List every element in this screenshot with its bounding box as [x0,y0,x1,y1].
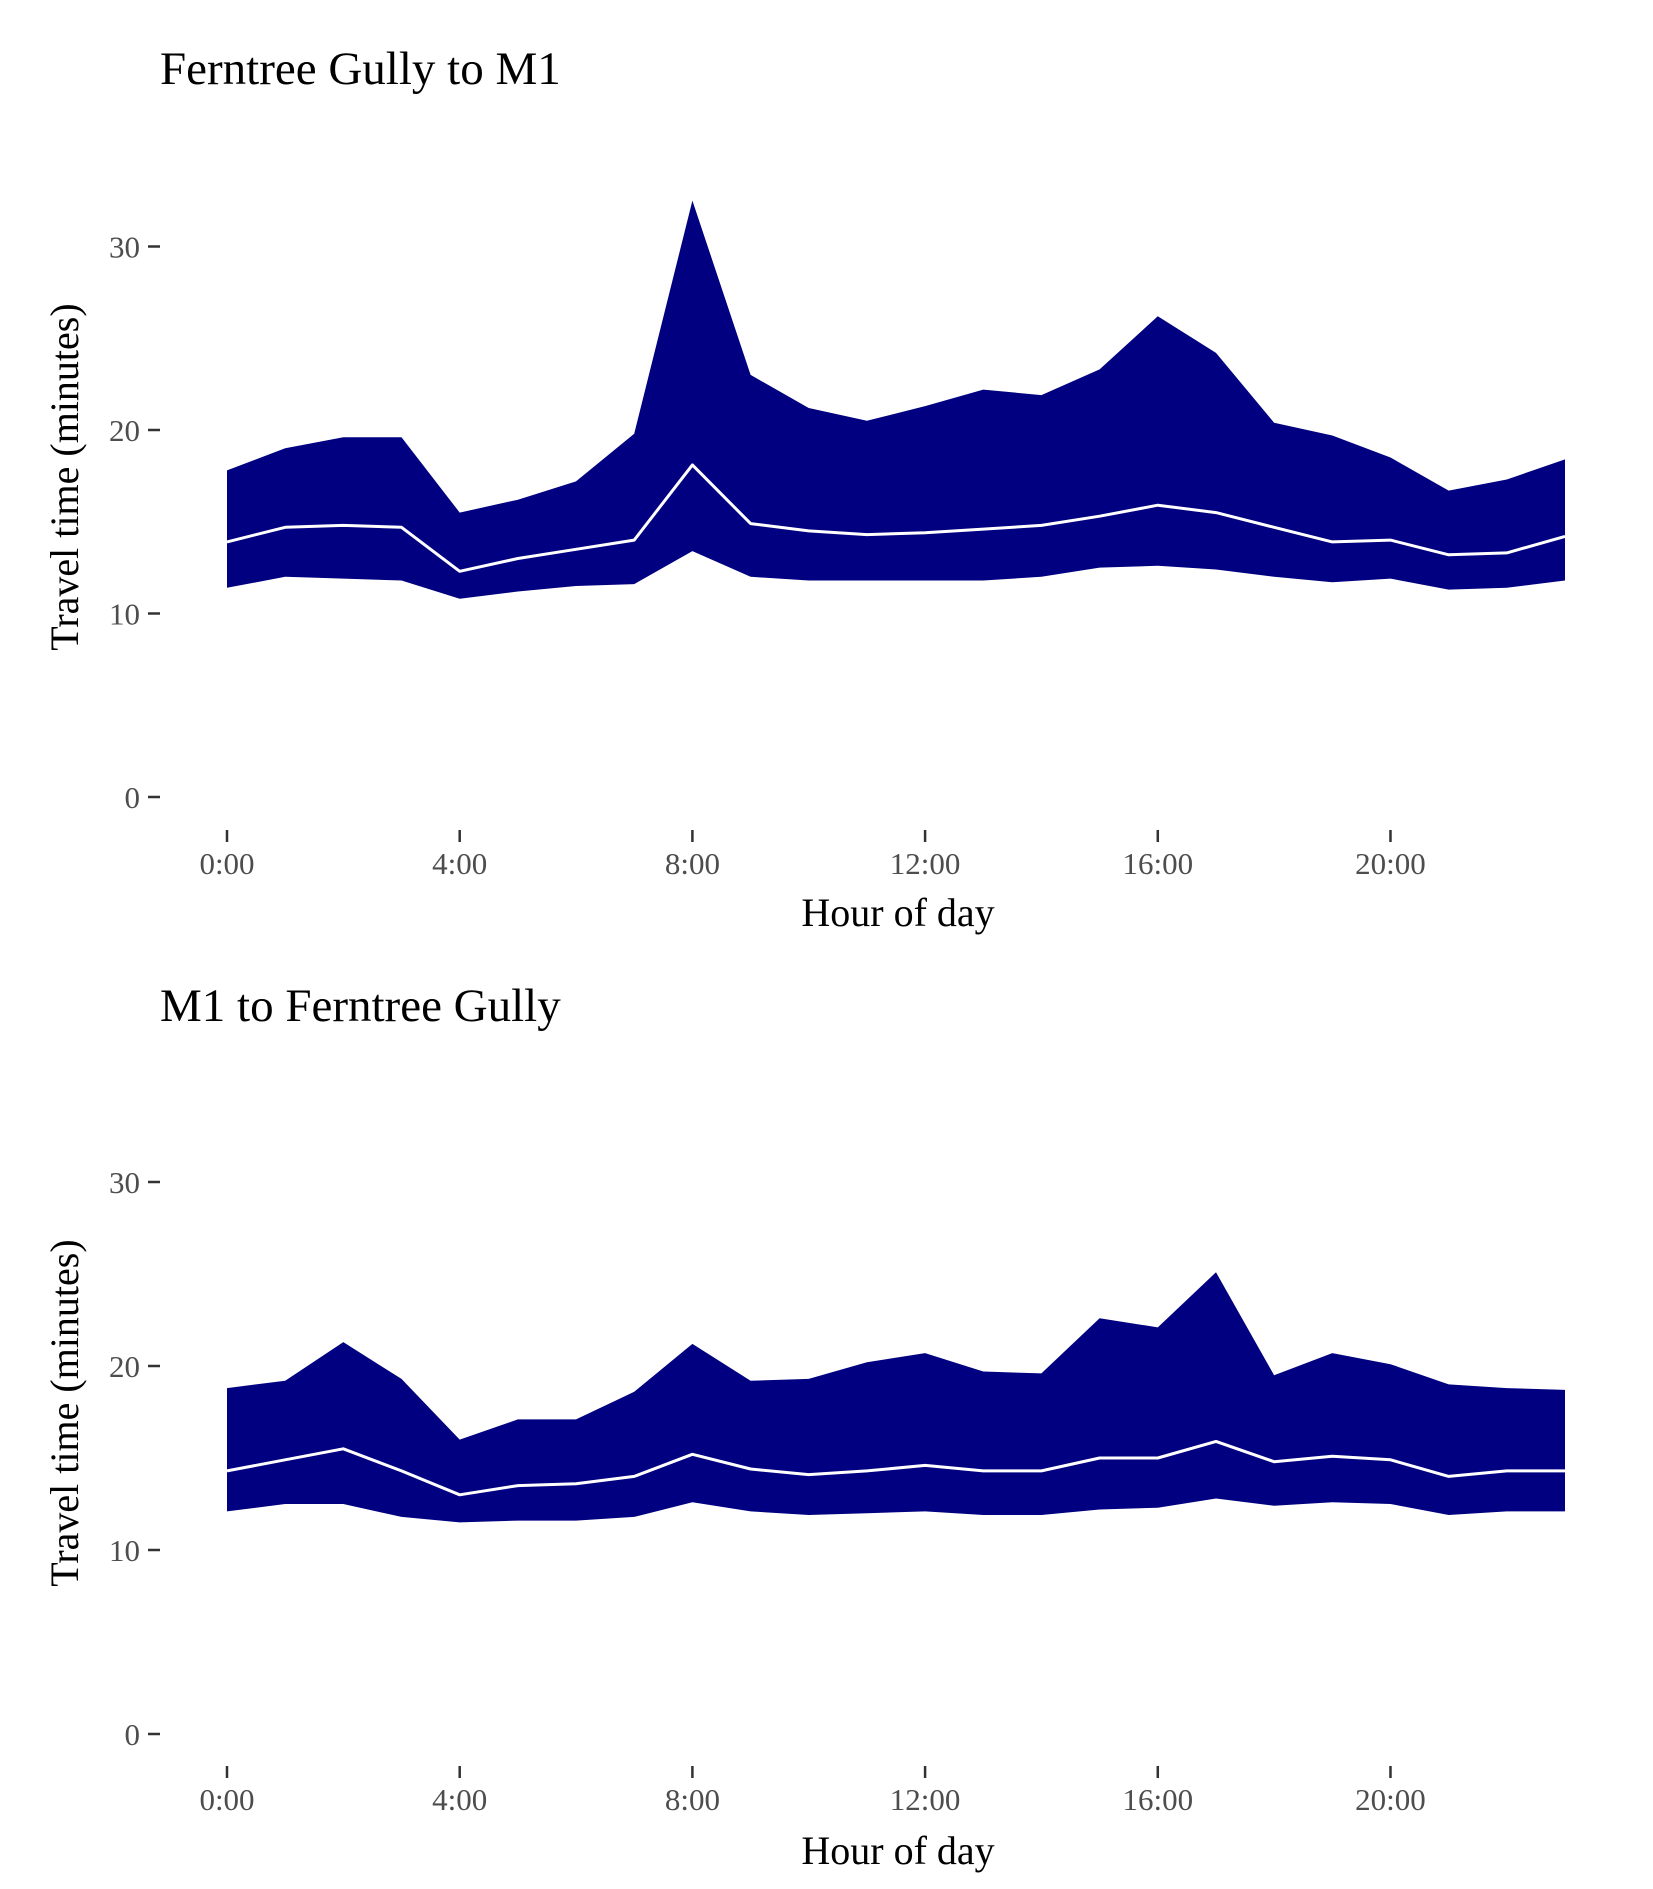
panel-top-title: Ferntree Gully to M1 [160,43,561,95]
y-tick-label: 10 [109,597,140,632]
panel-bottom-plot [226,1272,1565,1523]
x-tick-label: 8:00 [665,846,720,881]
panel-bottom-y-axis: 0 10 20 30 [109,1165,160,1752]
panel-top-y-axis: 0 10 20 30 [109,230,160,815]
panel-bottom-title: M1 to Ferntree Gully [160,980,561,1032]
x-tick-label: 20:00 [1355,846,1426,881]
panel-top-band [227,200,1565,599]
panel-top-plot [226,200,1566,599]
y-tick-label: 0 [125,780,141,815]
y-tick-label: 10 [109,1533,140,1568]
x-tick-label: 4:00 [432,846,487,881]
x-tick-label: 8:00 [665,1782,720,1817]
panel-top-y-axis-title: Travel time (minutes) [42,303,87,650]
x-tick-label: 4:00 [432,1782,487,1817]
panel-bottom-x-axis-title: Hour of day [801,1828,994,1873]
panel-top-median-line [226,463,1566,573]
x-tick-label: 0:00 [199,846,254,881]
x-tick-label: 20:00 [1355,1782,1426,1817]
y-tick-label: 20 [109,1349,140,1384]
x-tick-label: 16:00 [1122,846,1193,881]
panel-bottom-y-axis-title: Travel time (minutes) [42,1239,87,1586]
y-tick-label: 20 [109,413,140,448]
panel-top-x-axis: 0:00 4:00 8:00 12:00 16:00 20:00 [199,830,1426,881]
x-tick-label: 12:00 [890,846,961,881]
panel-top-x-axis-title: Hour of day [801,890,994,935]
panel-bottom-band [227,1272,1565,1523]
x-tick-label: 16:00 [1122,1782,1193,1817]
panel-bottom-median-line [226,1439,1565,1497]
panel-top: Ferntree Gully to M1 0 10 20 30 0:00 4:00 8:0… [42,43,1566,935]
y-tick-label: 30 [109,230,140,265]
panel-bottom: M1 to Ferntree Gully 0 10 20 30 0:00 4:00 8:0… [42,980,1565,1873]
y-tick-label: 30 [109,1165,140,1200]
y-tick-label: 0 [125,1717,141,1752]
panel-bottom-x-axis: 0:00 4:00 8:00 12:00 16:00 20:00 [199,1766,1426,1817]
x-tick-label: 12:00 [890,1782,961,1817]
x-tick-label: 0:00 [199,1782,254,1817]
